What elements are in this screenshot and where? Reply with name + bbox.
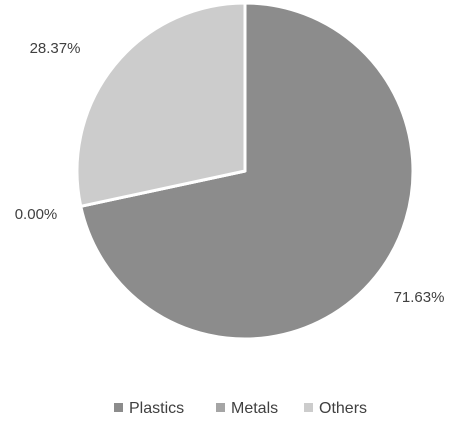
data-labels: 71.63% 0.00% 28.37% xyxy=(15,40,445,306)
legend-swatch-others xyxy=(304,403,313,412)
data-label-others: 28.37% xyxy=(30,40,81,57)
legend-label-plastics: Plastics xyxy=(129,400,184,417)
pie-slice-plastics xyxy=(79,1,415,341)
pie-slices xyxy=(75,1,415,341)
legend-label-others: Others xyxy=(319,400,367,417)
legend-label-metals: Metals xyxy=(231,400,278,417)
legend-swatch-plastics xyxy=(114,403,123,412)
legend: Plastics Metals Others xyxy=(114,400,367,417)
legend-swatch-metals xyxy=(216,403,225,412)
data-label-metals: 0.00% xyxy=(15,206,58,223)
pie-slice-others xyxy=(75,1,247,208)
data-label-plastics: 71.63% xyxy=(394,289,445,306)
